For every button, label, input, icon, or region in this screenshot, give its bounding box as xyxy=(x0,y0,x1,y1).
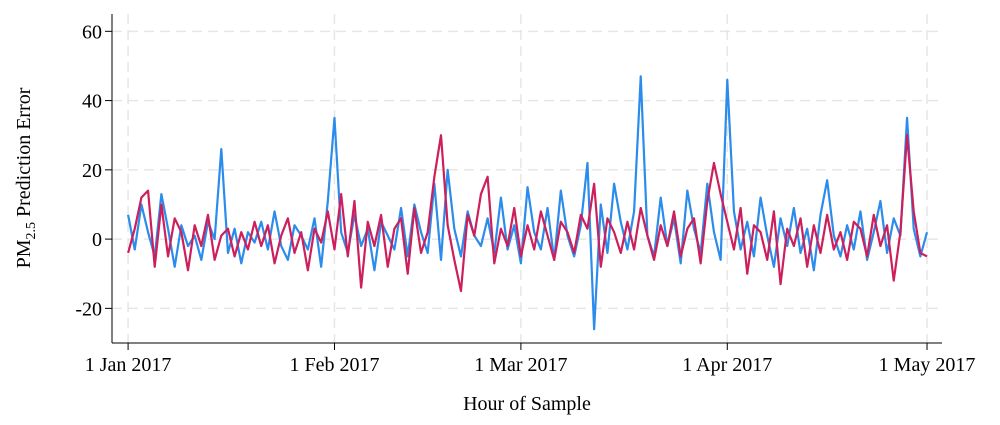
y-tick-label: 20 xyxy=(82,160,102,182)
y-label-main: PM xyxy=(13,239,35,268)
y-label-rest: Prediction Error xyxy=(13,87,35,222)
y-tick-label: 60 xyxy=(82,21,102,43)
x-axis-label: Hour of Sample xyxy=(463,393,591,415)
x-tick-label: 1 May 2017 xyxy=(879,354,976,376)
x-tick-label: 1 Jan 2017 xyxy=(85,354,172,376)
y-tick-label: -20 xyxy=(75,298,102,320)
y-tick-label: 0 xyxy=(92,229,102,251)
series-line xyxy=(127,134,928,293)
series-line xyxy=(127,75,929,331)
y-label-subscript: 2.5 xyxy=(24,222,39,240)
x-tick-label: 1 Feb 2017 xyxy=(289,354,379,376)
x-tick-label: 1 Mar 2017 xyxy=(474,354,567,376)
y-tick-label: 40 xyxy=(82,91,102,113)
y-axis-label: PM2.5 Prediction Error xyxy=(13,87,39,268)
x-tick-label: 1 Apr 2017 xyxy=(682,354,772,376)
